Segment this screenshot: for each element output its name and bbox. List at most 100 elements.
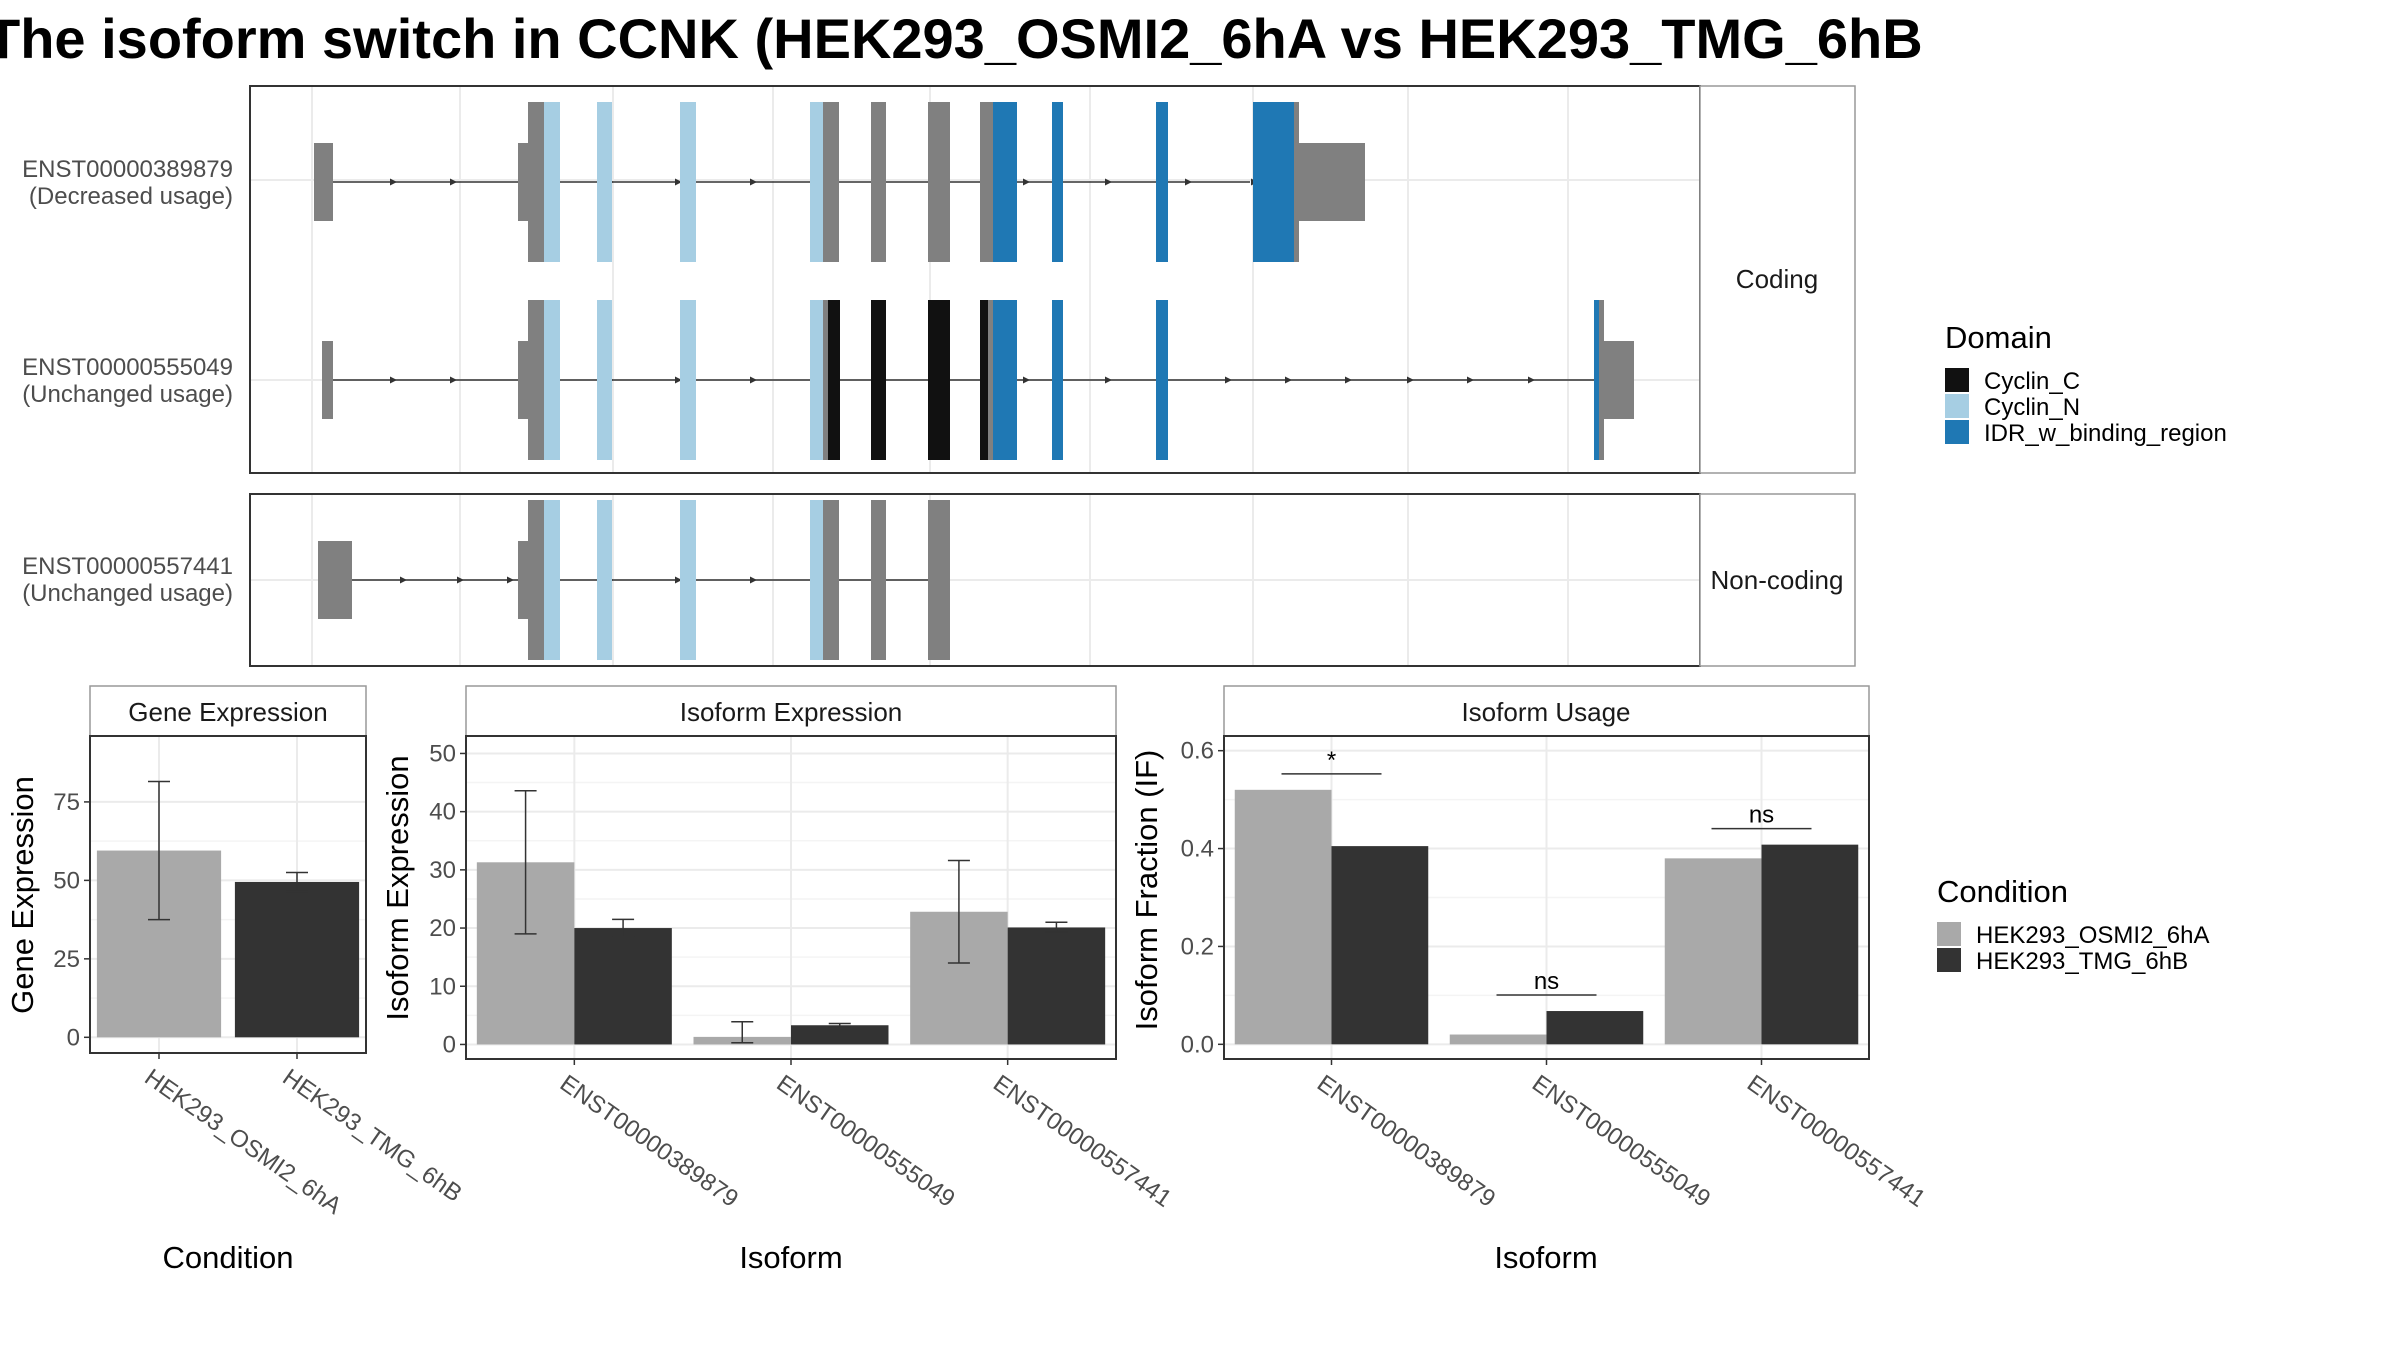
exon-block: [980, 102, 994, 262]
figure-title: The isoform switch in CCNK (HEK293_OSMI2…: [0, 7, 1923, 70]
intron-arrow: [675, 376, 682, 384]
intron-arrow: [457, 576, 464, 584]
y-tick-label: 25: [53, 946, 80, 973]
gene-expression-ylabel: Gene Expression: [5, 776, 40, 1014]
bar: [1449, 1034, 1547, 1045]
idr-domain: [1253, 102, 1295, 262]
legend-swatch-cyclin-c: [1945, 368, 1969, 392]
exon-block: [1604, 341, 1634, 419]
isoform-status-label: (Unchanged usage): [22, 381, 233, 408]
x-tick-label: ENST00000557441: [1742, 1070, 1930, 1213]
isoform-status-label: (Decreased usage): [29, 183, 233, 210]
idr-domain: [993, 300, 1017, 460]
cyclin-n-domain: [597, 500, 612, 660]
idr-domain: [1052, 300, 1063, 460]
x-tick-label: ENST00000389879: [1312, 1070, 1500, 1213]
legend-swatch-tmg: [1937, 948, 1961, 972]
legend-label-tmg: HEK293_TMG_6hB: [1976, 948, 2188, 975]
y-tick-label: 0.0: [1181, 1031, 1214, 1058]
y-tick-label: 0: [443, 1031, 456, 1058]
x-tick-label: ENST00000555049: [1527, 1070, 1715, 1213]
isoform-usage-title: Isoform Usage: [1461, 697, 1630, 727]
cyclin-n-domain: [810, 500, 824, 660]
intron-arrow: [1105, 376, 1112, 384]
transcript-ENST00000389879: [314, 102, 1365, 262]
facet-label-noncoding: Non-coding: [1711, 565, 1844, 595]
exon-block: [528, 500, 544, 660]
cyclin-n-domain: [544, 500, 560, 660]
exon-block: [823, 102, 839, 262]
intron-arrow: [390, 178, 397, 186]
y-tick-label: 0.2: [1181, 933, 1214, 960]
bar: [791, 1025, 889, 1045]
cyclin-n-domain: [544, 102, 560, 262]
gene-expression-chart: Gene Expression 0255075HEK293_OSMI2_6hAH…: [5, 685, 467, 1275]
exon-block: [928, 102, 950, 262]
bar: [234, 881, 360, 1038]
legend-label-cyclin-n: Cyclin_N: [1984, 394, 2080, 421]
y-tick-label: 20: [429, 915, 456, 942]
bar: [1546, 1011, 1644, 1045]
isoform-usage-chart: Isoform Usage 0.0 0.2 0.4 0.6 * ENST000003898…: [1129, 685, 1930, 1275]
transcript-ENST00000555049: [322, 300, 1634, 460]
significance-label: ns: [1534, 968, 1559, 995]
cyclin-n-domain: [810, 300, 824, 460]
exon-block: [318, 541, 352, 619]
intron-arrow: [390, 376, 397, 384]
exon-block: [1299, 143, 1365, 221]
intron-arrow: [1105, 178, 1112, 186]
intron-arrow: [450, 178, 457, 186]
x-tick-label: ENST00000555049: [772, 1070, 960, 1213]
exon-block: [314, 143, 333, 221]
exon-block: [1294, 102, 1299, 262]
exon-block: [518, 341, 529, 419]
cyclin-c-domain: [828, 300, 840, 460]
facet-strip-coding: [1699, 85, 1856, 474]
gene-expression-title: Gene Expression: [128, 697, 327, 727]
cyclin-n-domain: [544, 300, 560, 460]
y-tick-label: 0: [67, 1024, 80, 1051]
idr-domain: [993, 102, 1017, 262]
intron-arrow: [1345, 376, 1352, 384]
exon-block: [823, 500, 839, 660]
bar: [574, 928, 672, 1045]
exon-block: [518, 541, 529, 619]
exon-block: [528, 300, 544, 460]
intron-arrow: [1407, 376, 1414, 384]
facet-strip-noncoding: [1699, 493, 1856, 667]
structure-panel-noncoding: Non-coding: [249, 493, 1856, 667]
cyclin-n-domain: [680, 300, 696, 460]
exon-block: [988, 300, 993, 460]
y-tick-label: 10: [429, 973, 456, 1000]
bar: [1761, 844, 1859, 1045]
y-tick-label: 50: [53, 867, 80, 894]
bar: [1331, 846, 1429, 1045]
x-tick-label: ENST00000557441: [988, 1070, 1176, 1213]
exon-block: [322, 341, 333, 419]
intron-arrow: [507, 576, 514, 584]
intron-arrow: [1285, 376, 1292, 384]
plot-border: [89, 735, 367, 1054]
exon-block: [528, 102, 544, 262]
intron-arrow: [675, 178, 682, 186]
cyclin-n-domain: [680, 102, 696, 262]
isoform-expression-plot: 0 10 20 30 40 50 ENST00000389879 ENST0000055504…: [429, 735, 1176, 1213]
legend-label-osmi2: HEK293_OSMI2_6hA: [1976, 922, 2209, 949]
intron-arrow: [1225, 376, 1232, 384]
exon-block: [823, 300, 828, 460]
bar: [1664, 858, 1762, 1045]
cyclin-c-domain: [980, 300, 988, 460]
gene-expression-xlabel: Condition: [163, 1240, 294, 1275]
significance-label: *: [1327, 747, 1336, 774]
y-tick-label: 30: [429, 857, 456, 884]
legend-swatch-osmi2: [1937, 922, 1961, 946]
exon-block: [1599, 300, 1604, 460]
intron-arrow: [400, 576, 407, 584]
isoform-usage-strip: [1223, 685, 1870, 737]
isoform-labels: ENST00000389879 (Decreased usage) ENST00…: [22, 156, 233, 607]
isoform-expression-title: Isoform Expression: [680, 697, 903, 727]
intron-arrow: [1023, 376, 1030, 384]
condition-legend: Condition HEK293_OSMI2_6hA HEK293_TMG_6h…: [1937, 874, 2209, 975]
